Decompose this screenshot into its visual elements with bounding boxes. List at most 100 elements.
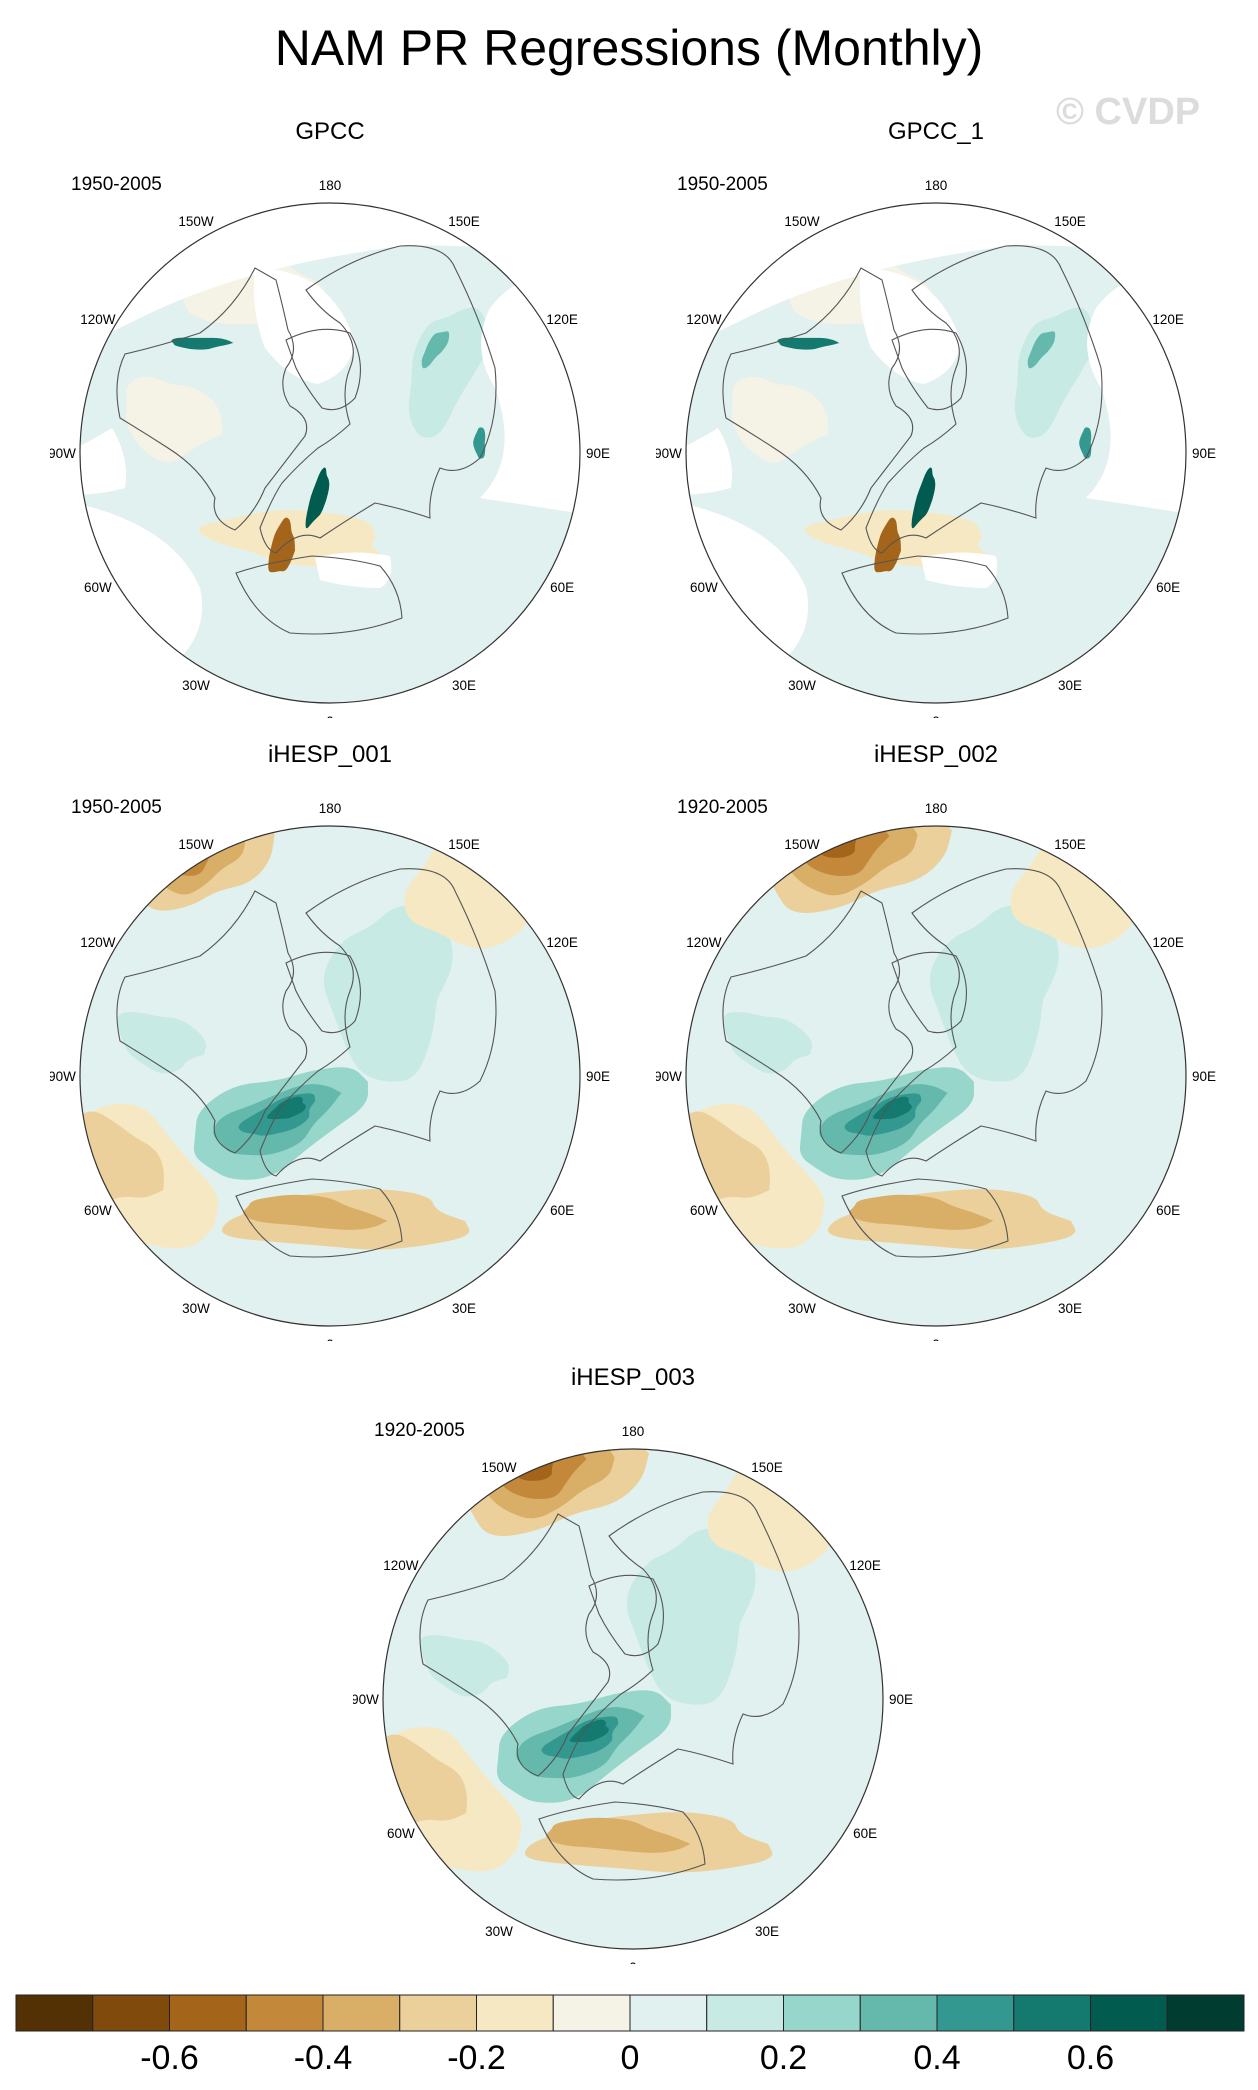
field-wet-patch [1027,331,1056,369]
field-wet-core [491,1383,572,1403]
colorbar-tick-label: 0.6 [1067,2039,1114,2077]
longitude-label: 120W [686,935,722,950]
longitude-label: 180 [622,1424,645,1439]
regression-field [686,749,1186,1326]
field-dry-band [546,1817,691,1853]
field-wet-band [711,749,957,812]
missing-data-ocean [80,203,580,358]
field-wet-patch [1014,307,1094,438]
longitude-label: 150E [1054,837,1086,852]
missing-data-arctic [859,268,961,384]
coastline [588,1574,664,1657]
longitude-label: 30W [485,1924,513,1939]
coastline [865,245,1103,554]
longitude-label: 120E [546,935,578,950]
panel-title: iHESP_003 [570,1364,696,1391]
longitude-label: 60W [690,1203,718,1218]
field-wet-patch [723,1012,812,1074]
figure-title: NAM PR Regressions (Monthly) [274,20,984,76]
field-wet-band [105,749,351,812]
longitude-label: 150W [481,1460,517,1475]
longitude-label: 60W [84,1203,112,1218]
longitude-label: 120W [686,312,722,327]
coastline [259,868,497,1177]
longitude-label: 150E [448,837,480,852]
longitude-label: 0 [326,1337,334,1341]
regression-field [686,203,1186,703]
colorbar-swatch [783,1994,861,2032]
map-boundary [79,825,581,1327]
longitude-label: 150W [178,837,214,852]
colorbar-swatch [92,1994,170,2032]
longitude-label: 30E [1058,678,1082,693]
colorbar-swatch [322,1994,401,2032]
field-wet-patch [473,427,486,459]
longitude-label: 180 [925,801,948,816]
colorbar-swatch [1090,1994,1168,2032]
longitude-label: 90W [50,446,76,461]
longitude-label: 60W [690,580,718,595]
panel-title: iHESP_002 [873,741,999,768]
coastline [538,1801,706,1881]
regression-field [80,203,580,703]
longitude-label: 0 [326,714,334,718]
longitude-label: 30E [452,1301,476,1316]
longitude-label: 180 [925,178,948,193]
longitude-label: 120W [383,1558,419,1573]
longitude-label: 30W [182,1301,210,1316]
polar-map: 180 150E 120E 90E 60E 30E 0 30W 60W 90W 120W 150W [656,749,1216,1341]
longitude-label: 60E [1156,580,1180,595]
field-strong-dry-patch [268,517,295,573]
colorbar-tick-label: 0.4 [913,2039,960,2077]
longitude-label: 120W [80,935,116,950]
longitude-label: 60E [853,1826,877,1841]
field-strong-wet-patch [911,467,936,529]
coastline [235,555,403,635]
missing-data-ocean [80,203,580,518]
map-boundary [382,1448,884,1950]
coastline [865,868,1103,1177]
map-panel-ihesp-002: iHESP_002 1920-2005 180 150E 120E 90E 60E 30E… [656,741,1216,1341]
longitude-label: 90W [656,446,682,461]
polar-map: 180 150E 120E 90E 60E 30E 0 30W 60W 90W 120W 150W [656,178,1216,718]
regression-field [383,1383,883,1949]
field-neutral-patch [731,376,829,463]
field-wet-patch [421,331,450,369]
longitude-label: 90E [1192,446,1216,461]
longitude-label: 30W [182,678,210,693]
panel-title: GPCC_1 [887,118,985,145]
coastline [419,1513,611,1777]
missing-data-region [686,428,733,495]
longitude-label: 30E [755,1924,779,1939]
longitude-label: 90E [889,1692,913,1707]
field-wet-streak [777,337,840,350]
colorbar-swatch [399,1994,477,2032]
panel-period: 1920-2005 [374,1420,465,1441]
colorbar-swatch [245,1994,324,2032]
panel-title: iHESP_001 [267,741,393,768]
longitude-label: 120E [849,1558,881,1573]
colorbar-swatch [859,1994,938,2032]
coastline [116,267,308,531]
longitude-label: 60E [550,1203,574,1218]
coastline [891,951,967,1034]
field-strong-wet-patch [305,467,330,529]
map-boundary [685,202,1187,704]
longitude-label: 150E [448,214,480,229]
longitude-label: 120E [1152,935,1184,950]
field-wet-core [783,756,928,792]
colorbar-swatch [706,1994,784,2032]
longitude-label: 60W [84,580,112,595]
field-dry-band [243,1194,388,1230]
longitude-label: 150E [751,1460,783,1475]
field-weak-wet-patch [626,1529,756,1705]
colorbar-tick-label: -0.6 [140,2039,199,2077]
panel-period: 1950-2005 [71,174,162,195]
longitude-label: 90E [586,446,610,461]
coastline [722,267,914,531]
longitude-label: 180 [319,801,342,816]
panel-title: GPCC [295,118,365,145]
field-weak-wet-patch [929,906,1059,1082]
longitude-label: 60E [550,580,574,595]
longitude-label: 60W [387,1826,415,1841]
